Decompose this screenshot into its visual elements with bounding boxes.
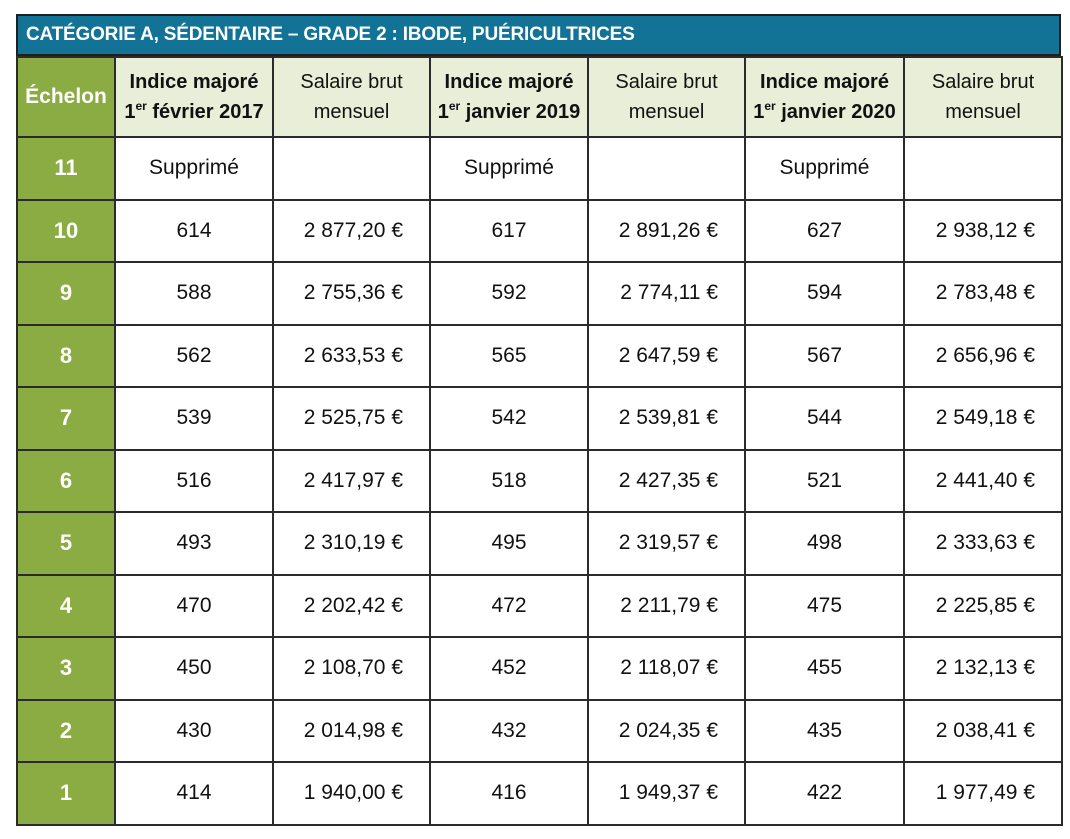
table-row: 9 588 2 755,36 €592 2 774,11 €594 2 783,48 € (16, 261, 1063, 326)
header-indice-2017: Indice majoré 1er février 2017 (114, 56, 274, 138)
salaire-2019-cell (587, 136, 746, 201)
indice-2020-cell: 594 (744, 261, 905, 326)
indice-2020-cell: Supprimé (744, 136, 905, 201)
echelon-cell: 11 (16, 136, 116, 201)
indice-2020-cell: 544 (744, 386, 905, 451)
echelon-cell: 3 (16, 636, 116, 701)
table-row: 3 450 2 108,70 €452 2 118,07 €455 2 132,13 € (16, 636, 1063, 701)
echelon-cell: 9 (16, 261, 116, 326)
echelon-cell: 1 (16, 761, 116, 826)
salaire-2020-cell: 2 132,13 € (903, 636, 1063, 701)
indice-2019-cell: 432 (429, 698, 589, 763)
header-indice-2019: Indice majoré 1er janvier 2019 (429, 56, 589, 138)
salaire-2020-cell: 2 549,18 € (903, 386, 1063, 451)
header-salaire-2017: Salaire brut mensuel (272, 56, 431, 138)
header-echelon: Échelon (16, 56, 116, 138)
salaire-2017-cell (272, 136, 431, 201)
indice-2017-cell: 414 (114, 761, 274, 826)
salaire-2017-cell: 2 755,36 € (272, 261, 431, 326)
indice-2017-cell: 493 (114, 511, 274, 576)
salary-grid: CATÉGORIE A, SÉDENTAIRE – GRADE 2 : IBOD… (16, 14, 1063, 826)
header-salaire-2019: Salaire brut mensuel (587, 56, 746, 138)
table-row: 2 430 2 014,98 €432 2 024,35 €435 2 038,41 € (16, 698, 1063, 763)
salaire-2017-cell: 2 202,42 € (272, 573, 431, 638)
indice-2020-cell: 567 (744, 323, 905, 388)
table-row: 7 539 2 525,75 €542 2 539,81 €544 2 549,18 € (16, 386, 1063, 451)
indice-2017-cell: 588 (114, 261, 274, 326)
salaire-2020-cell: 2 656,96 € (903, 323, 1063, 388)
indice-2017-cell: 562 (114, 323, 274, 388)
salaire-2019-cell: 2 427,35 € (587, 448, 746, 513)
echelon-cell: 10 (16, 198, 116, 263)
indice-2020-cell: 498 (744, 511, 905, 576)
salaire-2017-cell: 2 525,75 € (272, 386, 431, 451)
echelon-cell: 6 (16, 448, 116, 513)
salaire-2019-cell: 2 647,59 € (587, 323, 746, 388)
indice-2017-cell: 516 (114, 448, 274, 513)
salaire-2017-cell: 2 310,19 € (272, 511, 431, 576)
table-row: 10 614 2 877,20 €617 2 891,26 €627 2 938,12 … (16, 198, 1063, 263)
indice-2019-cell: 452 (429, 636, 589, 701)
table-row: 4 470 2 202,42 €472 2 211,79 €475 2 225,85 € (16, 573, 1063, 638)
indice-2019-cell: 592 (429, 261, 589, 326)
salaire-2017-cell: 1 940,00 € (272, 761, 431, 826)
echelon-cell: 7 (16, 386, 116, 451)
indice-2017-cell: 614 (114, 198, 274, 263)
salaire-2019-cell: 2 891,26 € (587, 198, 746, 263)
indice-2017-cell: 470 (114, 573, 274, 638)
indice-2017-cell: Supprimé (114, 136, 274, 201)
salaire-2020-cell: 2 225,85 € (903, 573, 1063, 638)
salaire-2017-cell: 2 014,98 € (272, 698, 431, 763)
salary-table: Échelon Indice majoré 1er février 2017 S… (16, 56, 1063, 826)
echelon-cell: 5 (16, 511, 116, 576)
indice-2019-cell: Supprimé (429, 136, 589, 201)
indice-2020-cell: 627 (744, 198, 905, 263)
indice-2020-cell: 422 (744, 761, 905, 826)
indice-2019-cell: 472 (429, 573, 589, 638)
salaire-2019-cell: 2 118,07 € (587, 636, 746, 701)
indice-2020-cell: 475 (744, 573, 905, 638)
indice-2017-cell: 430 (114, 698, 274, 763)
salaire-2019-cell: 2 024,35 € (587, 698, 746, 763)
salaire-2019-cell: 1 949,37 € (587, 761, 746, 826)
header-salaire-2020: Salaire brut mensuel (903, 56, 1063, 138)
table-row: 8 562 2 633,53 €565 2 647,59 €567 2 656,96 € (16, 323, 1063, 388)
salaire-2017-cell: 2 417,97 € (272, 448, 431, 513)
salaire-2020-cell: 1 977,49 € (903, 761, 1063, 826)
indice-2019-cell: 518 (429, 448, 589, 513)
indice-2019-cell: 565 (429, 323, 589, 388)
table-row: 1 414 1 940,00 €416 1 949,37 €422 1 977,49 € (16, 761, 1063, 826)
salaire-2020-cell: 2 038,41 € (903, 698, 1063, 763)
echelon-cell: 4 (16, 573, 116, 638)
echelon-cell: 2 (16, 698, 116, 763)
indice-2019-cell: 542 (429, 386, 589, 451)
salaire-2020-cell: 2 441,40 € (903, 448, 1063, 513)
salaire-2020-cell: 2 783,48 € (903, 261, 1063, 326)
salaire-2020-cell (903, 136, 1063, 201)
indice-2020-cell: 521 (744, 448, 905, 513)
table-row: 11 Supprimé Supprimé Supprimé (16, 136, 1063, 201)
salaire-2019-cell: 2 319,57 € (587, 511, 746, 576)
salaire-2019-cell: 2 539,81 € (587, 386, 746, 451)
table-row: 6 516 2 417,97 €518 2 427,35 €521 2 441,40 € (16, 448, 1063, 513)
indice-2020-cell: 435 (744, 698, 905, 763)
indice-2020-cell: 455 (744, 636, 905, 701)
indice-2019-cell: 617 (429, 198, 589, 263)
indice-2017-cell: 539 (114, 386, 274, 451)
table-row: 5 493 2 310,19 €495 2 319,57 €498 2 333,63 € (16, 511, 1063, 576)
salaire-2017-cell: 2 108,70 € (272, 636, 431, 701)
header-row: Échelon Indice majoré 1er février 2017 S… (16, 56, 1063, 138)
indice-2017-cell: 450 (114, 636, 274, 701)
salaire-2017-cell: 2 633,53 € (272, 323, 431, 388)
salaire-2019-cell: 2 774,11 € (587, 261, 746, 326)
table-title: CATÉGORIE A, SÉDENTAIRE – GRADE 2 : IBOD… (16, 14, 1061, 56)
indice-2019-cell: 495 (429, 511, 589, 576)
salaire-2020-cell: 2 333,63 € (903, 511, 1063, 576)
echelon-cell: 8 (16, 323, 116, 388)
salaire-2019-cell: 2 211,79 € (587, 573, 746, 638)
header-indice-2020: Indice majoré 1er janvier 2020 (744, 56, 905, 138)
salaire-2020-cell: 2 938,12 € (903, 198, 1063, 263)
indice-2019-cell: 416 (429, 761, 589, 826)
salaire-2017-cell: 2 877,20 € (272, 198, 431, 263)
